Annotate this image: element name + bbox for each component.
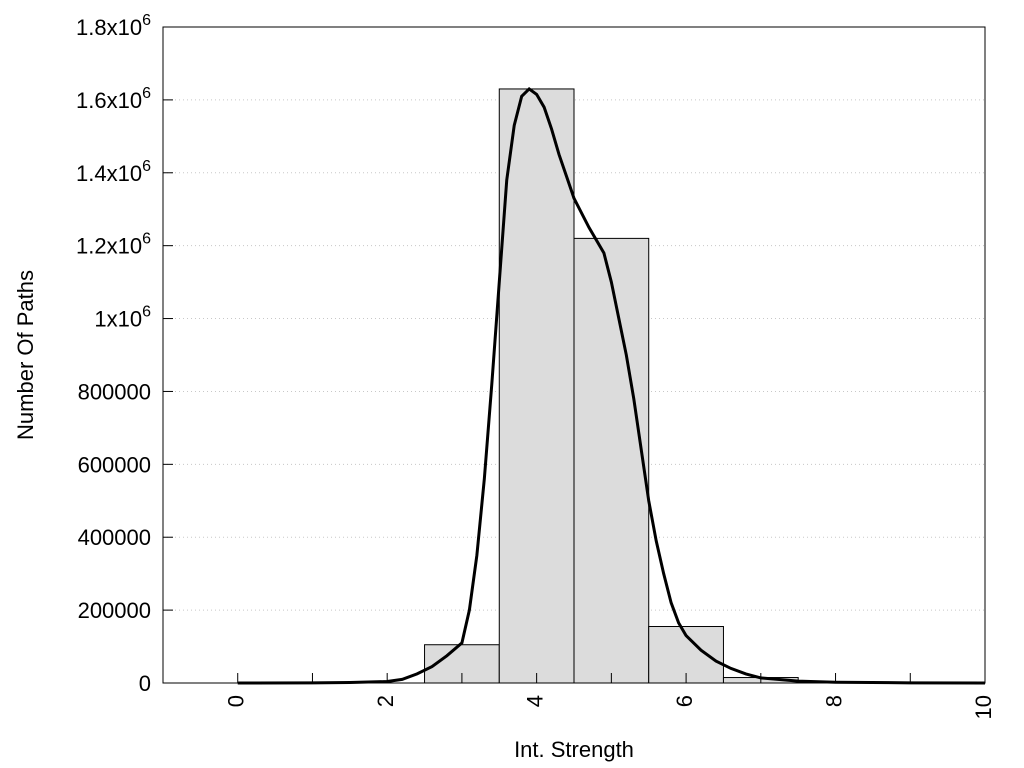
y-tick-label: 1x106: [94, 304, 151, 332]
histogram-bar: [573, 237, 650, 684]
y-axis-title: Number Of Paths: [13, 270, 38, 440]
density-curve: [237, 87, 986, 685]
y-tick-label: 1.8x106: [76, 12, 151, 40]
histogram-bar: [498, 88, 575, 684]
y-tick-label: 800000: [78, 379, 151, 404]
y-tick-label: 600000: [78, 452, 151, 477]
grid-lines: [163, 99, 985, 611]
y-tick-label: 1.4x106: [76, 158, 151, 186]
x-tick-label: 4: [522, 695, 547, 707]
y-axis-ticks: 0 200000 400000 600000 800000 1x106 1.2x106 1.4…: [76, 12, 173, 696]
histogram-bars: [424, 88, 799, 684]
plot-frame: [162, 26, 986, 684]
x-tick-label: 10: [971, 695, 996, 719]
y-tick-label: 400000: [78, 525, 151, 550]
y-tick-label: 1.2x106: [76, 231, 151, 259]
y-tick-label: 0: [139, 671, 151, 696]
x-axis-title: Int. Strength: [514, 737, 634, 762]
x-tick-label: 0: [224, 695, 249, 707]
x-tick-label: 8: [821, 695, 846, 707]
x-tick-label: 6: [672, 695, 697, 707]
x-axis-ticks: 0 2 4 6 8 10: [224, 673, 996, 719]
y-tick-label: 200000: [78, 598, 151, 623]
x-tick-label: 2: [373, 695, 398, 707]
y-tick-label: 1.6x106: [76, 85, 151, 113]
